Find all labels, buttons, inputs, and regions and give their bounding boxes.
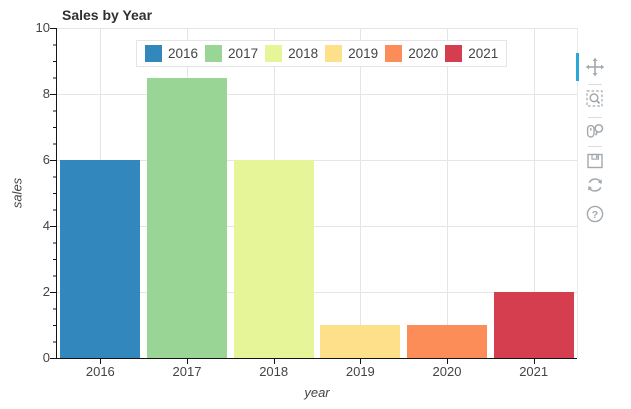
x-axis-label: year — [304, 385, 330, 400]
help-icon: ? — [586, 205, 604, 223]
gridline-horizontal — [57, 28, 577, 29]
toolbar-divider — [588, 146, 602, 147]
legend-swatch — [265, 45, 283, 62]
y-axis-major-tick — [50, 226, 57, 227]
legend-swatch — [325, 45, 343, 62]
legend-label: 2017 — [228, 46, 259, 61]
y-axis-major-tick — [50, 292, 57, 293]
reset-tool-button[interactable] — [585, 174, 607, 196]
legend-item-2018: 2018 — [265, 45, 318, 62]
gridline-horizontal — [57, 226, 577, 227]
gridline-horizontal — [57, 160, 577, 161]
y-tick-label: 0 — [42, 350, 50, 365]
legend-swatch — [205, 45, 223, 62]
gridline-horizontal — [57, 94, 577, 95]
gridline-horizontal — [57, 292, 577, 293]
bar-2017 — [147, 77, 227, 358]
legend-label: 2020 — [408, 46, 439, 61]
pan-tool-button[interactable] — [585, 56, 607, 78]
gridline-vertical — [533, 28, 535, 358]
x-axis-major-tick — [447, 359, 448, 364]
y-axis-major-tick — [50, 94, 57, 95]
x-axis-major-tick — [360, 359, 362, 364]
x-tick-label: 2017 — [172, 364, 202, 379]
legend-swatch — [445, 45, 463, 62]
chart-title: Sales by Year — [62, 7, 153, 23]
x-axis-major-tick — [533, 359, 535, 364]
legend-item-2021: 2021 — [445, 45, 498, 62]
bar-2019 — [320, 325, 401, 358]
save-icon — [587, 153, 603, 169]
wheel-zoom-icon — [586, 123, 604, 138]
gridline-vertical — [447, 28, 448, 358]
x-tick-label: 2021 — [519, 364, 549, 379]
pan-icon — [585, 57, 605, 77]
plot-canvas[interactable] — [57, 28, 578, 358]
y-axis-major-tick — [50, 28, 57, 29]
bar-2021 — [493, 292, 574, 358]
bar-2020 — [407, 325, 487, 358]
y-tick-label: 2 — [42, 284, 50, 299]
reset-icon — [588, 178, 602, 192]
legend-item-2020: 2020 — [385, 45, 438, 62]
x-tick-label: 2016 — [85, 364, 115, 379]
svg-text:?: ? — [592, 209, 598, 221]
active-tool-indicator — [576, 53, 579, 81]
legend-label: 2016 — [168, 46, 199, 61]
bokeh-logo[interactable] — [585, 23, 607, 45]
legend-label: 2019 — [348, 46, 379, 61]
box-zoom-tool-button[interactable] — [585, 88, 607, 110]
legend-item-2016: 2016 — [145, 45, 198, 62]
toolbar-divider — [588, 84, 602, 85]
bar-2018 — [233, 160, 314, 358]
save-tool-button[interactable] — [585, 150, 607, 172]
y-axis-major-tick — [50, 160, 57, 161]
x-axis-major-tick — [273, 359, 275, 364]
y-tick-label: 8 — [42, 86, 50, 101]
gridline-vertical — [360, 28, 362, 358]
y-tick-label: 6 — [42, 152, 50, 167]
y-axis-major-tick — [50, 358, 57, 359]
x-axis-major-tick — [187, 359, 188, 364]
y-tick-label: 10 — [35, 20, 50, 35]
y-tick-label: 4 — [42, 218, 50, 233]
wheel-zoom-tool-button[interactable] — [585, 120, 607, 142]
legend-label: 2018 — [288, 46, 319, 61]
legend-label: 2021 — [468, 46, 499, 61]
y-axis-label: sales — [9, 177, 25, 209]
bar-2016 — [60, 160, 141, 358]
legend: 2016 2017 2018 2019 2020 2021 — [136, 40, 508, 67]
x-tick-label: 2019 — [345, 364, 375, 379]
help-tool-button[interactable]: ? — [585, 203, 607, 225]
legend-item-2017: 2017 — [205, 45, 258, 62]
legend-item-2019: 2019 — [325, 45, 378, 62]
x-axis-major-tick — [100, 359, 102, 364]
legend-swatch — [385, 45, 403, 62]
y-axis-minor-ticks — [53, 28, 57, 359]
legend-swatch — [145, 45, 162, 62]
box-zoom-icon — [586, 90, 603, 107]
toolbar-divider — [588, 117, 602, 118]
x-tick-label: 2018 — [259, 364, 289, 379]
x-tick-label: 2020 — [432, 364, 462, 379]
x-axis-line — [56, 358, 577, 359]
